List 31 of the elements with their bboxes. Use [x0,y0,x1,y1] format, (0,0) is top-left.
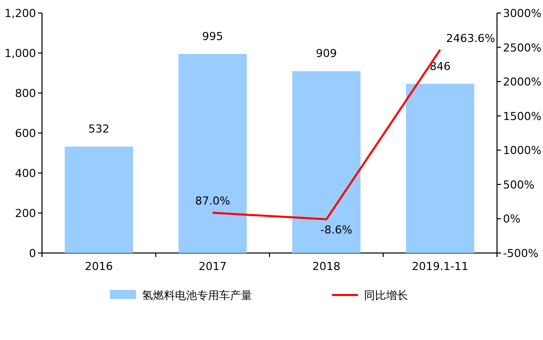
y2-tick-label: 500% [503,178,534,192]
y2-tick-label: 1500% [503,110,542,123]
x-tick-label: 2019.1-11 [412,260,468,273]
y-tick-label: 200 [15,207,36,220]
bar [178,54,247,253]
bar [292,71,360,253]
x-tick-label: 2018 [312,260,340,273]
data-label: 532 [88,122,110,136]
y-tick-label: 0 [29,247,36,260]
bar [406,84,474,253]
y-tick-label: 800 [15,87,36,100]
y2-tick-label: 2500% [503,41,542,54]
data-label: 995 [202,30,224,43]
legend-label: 氢燃料电池专用车产量 [142,289,252,302]
legend-label: 同比增长 [364,289,408,302]
x-tick-label: 2017 [198,260,227,273]
y-tick-label: 1,000 [4,47,36,60]
y2-tick-label: 3000% [503,7,542,20]
bar [64,146,133,253]
data-label: 87.0% [195,194,230,208]
y-tick-label: 1,200 [4,7,36,20]
y-tick-label: 600 [15,127,36,140]
y-tick-label: 400 [15,167,36,180]
y2-tick-label: -500% [503,247,538,260]
y2-tick-label: 1000% [503,144,542,158]
data-label: -8.6% [320,223,352,236]
y2-tick-label: 0% [503,212,520,226]
x-tick-label: 2016 [84,260,113,273]
data-label: 909 [316,47,337,60]
data-label: 2463.6% [446,32,496,45]
y2-tick-label: 2000% [503,76,542,89]
